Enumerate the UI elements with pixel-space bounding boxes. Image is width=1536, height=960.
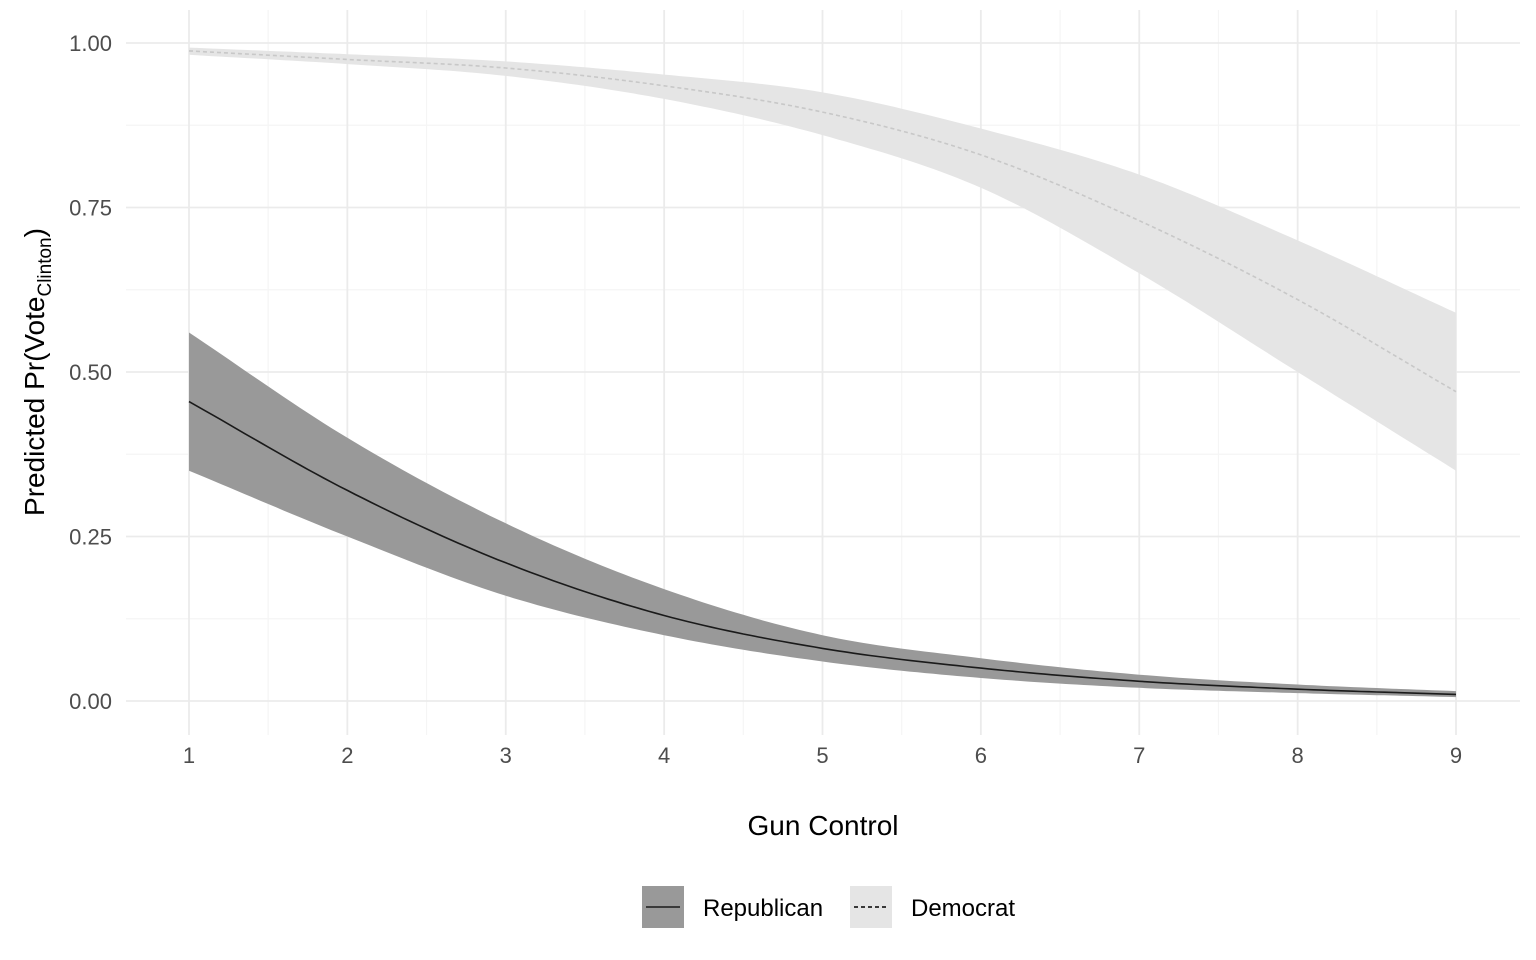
y-axis-ticks: 0.00 0.25 0.50 0.75 1.00 <box>69 31 112 714</box>
x-axis-ticks: 1 2 3 4 5 6 7 8 9 <box>183 743 1462 768</box>
y-tick-label: 1.00 <box>69 31 112 56</box>
series-lines <box>188 50 1457 696</box>
y-axis-title: Predicted Pr(VoteClinton) <box>19 228 56 516</box>
legend: Republican Democrat <box>642 886 1015 928</box>
x-tick-label: 1 <box>183 743 195 768</box>
democrat-line <box>188 50 1457 393</box>
x-tick-label: 9 <box>1450 743 1462 768</box>
x-tick-label: 4 <box>658 743 670 768</box>
x-tick-label: 6 <box>975 743 987 768</box>
y-tick-label: 0.75 <box>69 196 112 221</box>
republican-confidence-ribbon <box>189 332 1456 698</box>
y-tick-label: 0.50 <box>69 360 112 385</box>
x-tick-label: 7 <box>1133 743 1145 768</box>
y-axis-title-suffix: ) <box>19 228 50 237</box>
legend-label-republican: Republican <box>703 895 823 922</box>
y-axis-title-prefix: Predicted Pr(Vote <box>19 297 50 516</box>
y-tick-label: 0.25 <box>69 525 112 550</box>
y-tick-label: 0.00 <box>69 689 112 714</box>
legend-label-democrat: Democrat <box>911 895 1015 922</box>
x-tick-label: 5 <box>816 743 828 768</box>
y-axis-title-subscript: Clinton <box>35 237 56 296</box>
confidence-ribbons <box>189 47 1456 698</box>
x-tick-label: 3 <box>500 743 512 768</box>
x-tick-label: 8 <box>1292 743 1304 768</box>
x-tick-label: 2 <box>341 743 353 768</box>
democrat-confidence-ribbon <box>189 47 1456 471</box>
x-axis-title: Gun Control <box>748 810 899 841</box>
republican-line <box>188 400 1457 696</box>
